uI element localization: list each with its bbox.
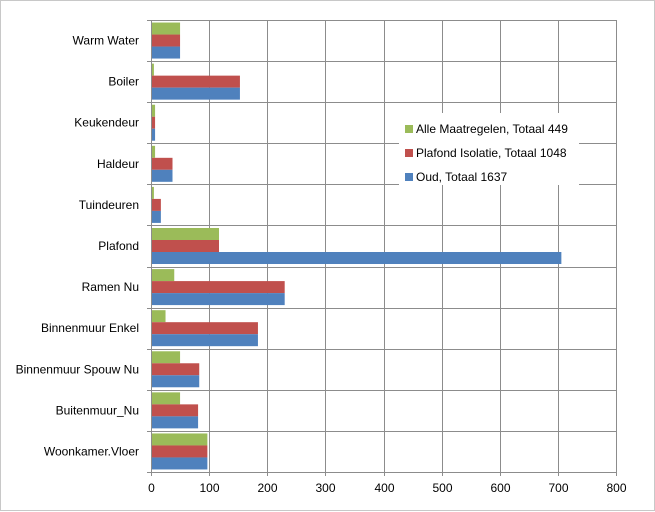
bar-alle-maatregelen xyxy=(152,228,220,240)
category-label: Warm Water xyxy=(73,34,139,48)
bar-plafond-isolatie xyxy=(152,75,240,88)
bar-plafond-isolatie xyxy=(152,34,181,47)
bar-oud xyxy=(152,128,156,141)
category-label: Boiler xyxy=(108,75,139,89)
legend-swatch-oud xyxy=(405,173,413,181)
legend-swatch-plafond-isolatie xyxy=(405,149,413,157)
legend-label-plafond-isolatie: Plafond Isolatie, Totaal 1048 xyxy=(416,146,567,160)
category-label: Buitenmuur_Nu xyxy=(56,403,139,417)
bar-oud xyxy=(152,210,161,223)
bar-alle-maatregelen xyxy=(152,269,175,282)
bar-alle-maatregelen xyxy=(152,310,166,323)
x-tick-label: 200 xyxy=(257,481,277,495)
x-tick-label: 600 xyxy=(490,481,510,495)
category-label: Keukendeur xyxy=(74,116,139,130)
legend-label-alle-maatregelen: Alle Maatregelen, Totaal 449 xyxy=(416,122,568,136)
category-label: Tuindeuren xyxy=(79,198,139,212)
bar-oud xyxy=(152,334,258,347)
x-tick-label: 500 xyxy=(432,481,452,495)
category-label: Binnenmuur Enkel xyxy=(41,321,139,335)
bar-plafond-isolatie xyxy=(152,363,200,376)
bar-alle-maatregelen xyxy=(152,104,156,117)
legend-label-oud: Oud, Totaal 1637 xyxy=(416,170,508,184)
category-label: Plafond xyxy=(98,239,139,253)
legend-item-oud: Oud, Totaal 1637 xyxy=(405,169,507,185)
bar-alle-maatregelen xyxy=(152,186,154,199)
legend-item-plafond-isolatie: Plafond Isolatie, Totaal 1048 xyxy=(405,145,567,161)
x-tick-label: 0 xyxy=(148,481,155,495)
bar-alle-maatregelen xyxy=(152,145,156,158)
x-tick-label: 300 xyxy=(315,481,335,495)
bar-plafond-isolatie xyxy=(152,157,173,170)
category-label: Binnenmuur Spouw Nu xyxy=(16,362,139,376)
legend-swatch-alle-maatregelen xyxy=(405,125,413,133)
bar-oud xyxy=(152,46,181,59)
bar-plafond-isolatie xyxy=(152,116,156,129)
bar-alle-maatregelen xyxy=(152,22,181,35)
bar-alle-maatregelen xyxy=(152,433,208,446)
bar-plafond-isolatie xyxy=(152,322,258,335)
bar-oud xyxy=(152,293,285,306)
x-tick-label: 800 xyxy=(606,481,626,495)
bar-plafond-isolatie xyxy=(152,281,285,294)
bar-plafond-isolatie xyxy=(152,240,220,252)
bar-alle-maatregelen xyxy=(152,351,181,364)
legend-item-alle-maatregelen: Alle Maatregelen, Totaal 449 xyxy=(405,121,568,137)
x-tick-label: 100 xyxy=(199,481,219,495)
x-tick-label: 700 xyxy=(548,481,568,495)
bar-plafond-isolatie xyxy=(152,198,161,211)
bar-oud xyxy=(152,375,200,388)
bar-oud xyxy=(152,416,199,429)
legend: Alle Maatregelen, Totaal 449 Plafond Iso… xyxy=(399,113,579,185)
category-label: Woonkamer.Vloer xyxy=(44,444,139,458)
category-label: Haldeur xyxy=(97,157,139,171)
bar-oud xyxy=(152,87,240,100)
bar-alle-maatregelen xyxy=(152,392,181,405)
bar-oud xyxy=(152,252,562,264)
bar-alle-maatregelen xyxy=(152,63,154,76)
category-label: Ramen Nu xyxy=(82,280,139,294)
x-tick-label: 400 xyxy=(374,481,394,495)
bar-oud xyxy=(152,169,173,182)
bar-plafond-isolatie xyxy=(152,445,208,458)
bar-plafond-isolatie xyxy=(152,404,199,417)
bar-oud xyxy=(152,457,208,470)
